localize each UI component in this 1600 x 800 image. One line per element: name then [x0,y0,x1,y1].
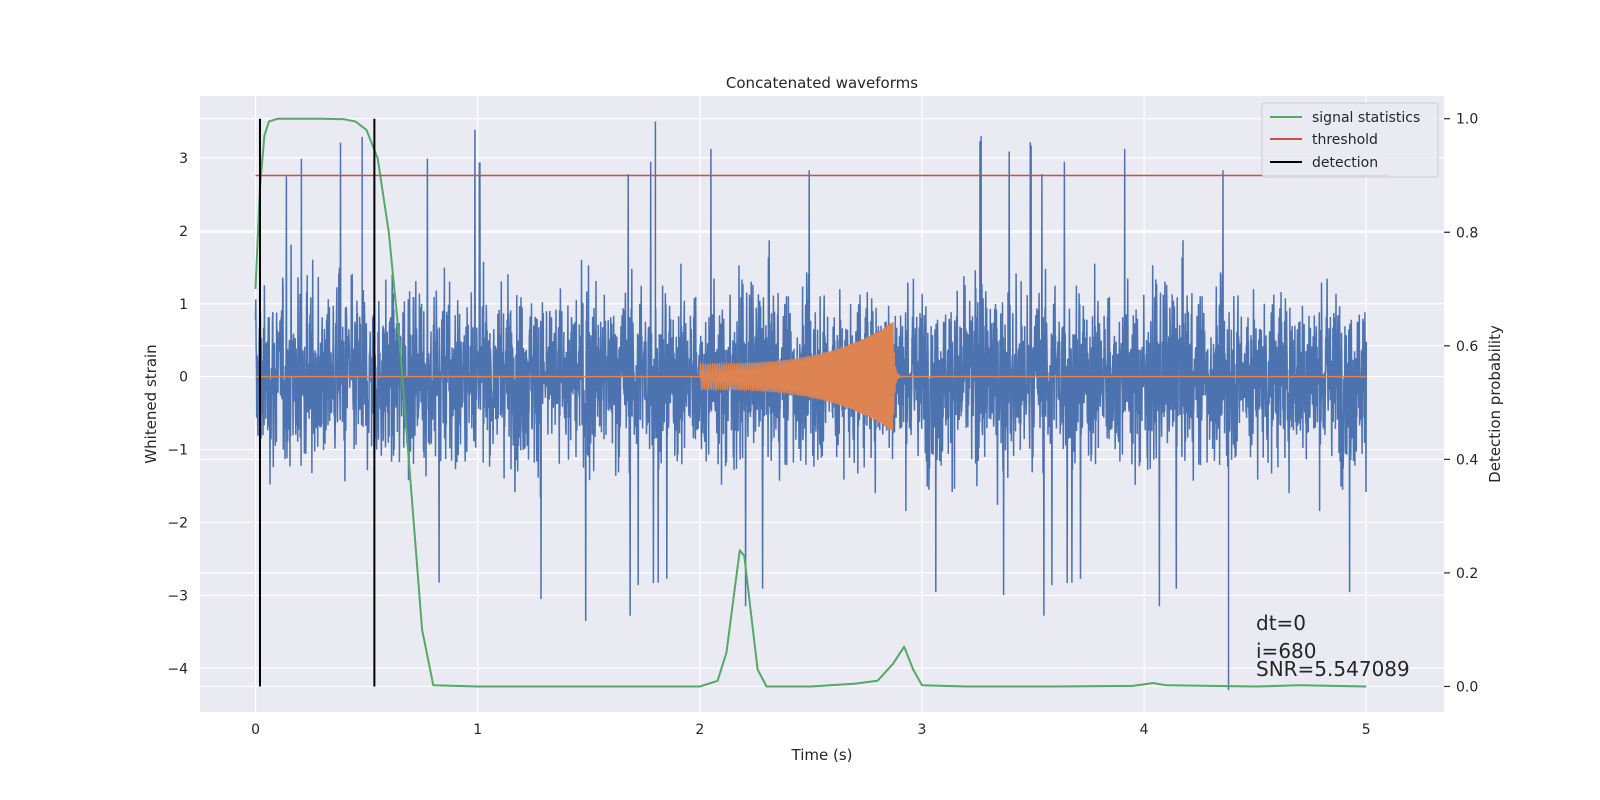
annotations: dt=0 i=680 SNR=5.547089 [1256,611,1410,681]
y2-tick-label: 0.8 [1456,225,1478,241]
y-tick-label: −1 [167,443,188,459]
legend-label-detection: detection [1312,155,1378,171]
legend-label-threshold: threshold [1312,132,1378,148]
y-tick-label: 0 [179,370,188,386]
annotation-index: i=680 [1256,639,1317,663]
strain-series-line [254,129,1368,622]
x-axis-label: Time (s) [791,746,853,764]
y-tick-label: 1 [179,297,188,313]
annotation-dt: dt=0 [1256,611,1306,635]
plot-area [254,117,1389,691]
y2-tick-label: 0.4 [1456,452,1478,468]
x-tick-label: 2 [695,722,704,738]
y-tick-label: −4 [167,661,188,677]
y2-tick-label: 1.0 [1456,112,1478,128]
y2-axis-label: Detection probability [1486,325,1504,483]
x-tick-label: 3 [918,722,927,738]
y-tick-label: −3 [167,588,188,604]
y-tick-label: −2 [167,515,188,531]
signal-statistics-line [254,117,1367,688]
legend-label-signal-statistics: signal statistics [1312,110,1420,126]
legend: signal statistics threshold detection [1261,102,1439,178]
template-series-line [699,322,901,431]
y2-tick-label: 0.0 [1456,679,1478,695]
y2-tick-label: 0.6 [1456,339,1478,355]
x-tick-label: 5 [1362,722,1371,738]
x-tick-label: 0 [251,722,260,738]
annotation-snr: SNR=5.547089 [1256,657,1410,681]
legend-box [1261,102,1439,178]
axes: 0 1 2 3 4 5 −4 −3 −2 −1 0 1 2 3 0.0 0.2 0.4 0.6 0.8 1.0 [167,112,1478,738]
x-tick-label: 1 [473,722,482,738]
x-tick-label: 4 [1140,722,1149,738]
chart-title: Concatenated waveforms [726,74,918,92]
y-tick-label: 2 [179,224,188,240]
y-tick-label: 3 [179,151,188,167]
y2-tick-label: 0.2 [1456,566,1478,582]
y-axis-label: Whitened strain [142,344,160,463]
